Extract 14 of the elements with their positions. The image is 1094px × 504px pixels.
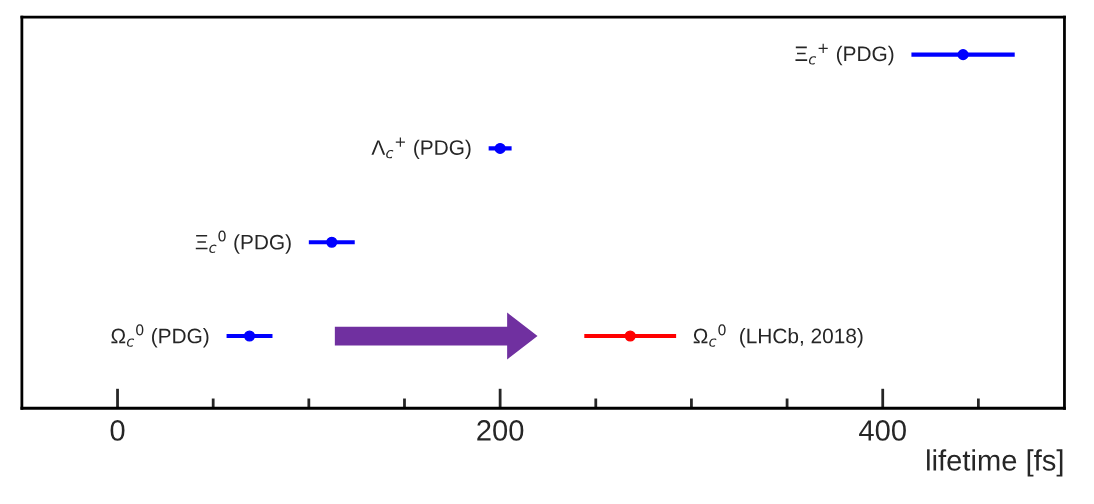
x-tick-label: 0 xyxy=(110,420,125,441)
y-tick-label: Ω$_{c}$$^{0}$ (PDG) xyxy=(111,324,209,348)
y-tick-label: Ξ$_{c}$$^{+}$ (PDG) xyxy=(795,43,894,66)
x-axis-title: lifetime [fs] xyxy=(927,449,1063,477)
x-tick-label: 400 xyxy=(859,420,906,441)
point xyxy=(957,49,969,61)
annotation: Ω$_{c}$$^{0}$ (LHCb, 2018) xyxy=(693,324,863,348)
y-tick-label: Λ$_{c}$$^{+}$ (PDG) xyxy=(371,137,471,160)
point xyxy=(243,330,256,342)
point xyxy=(326,236,338,248)
x-tick-label: 200 xyxy=(477,420,524,441)
y-tick-label: Ξ$_{c}$$^{0}$ (PDG) xyxy=(195,230,291,254)
point xyxy=(624,330,636,342)
point xyxy=(494,142,506,154)
